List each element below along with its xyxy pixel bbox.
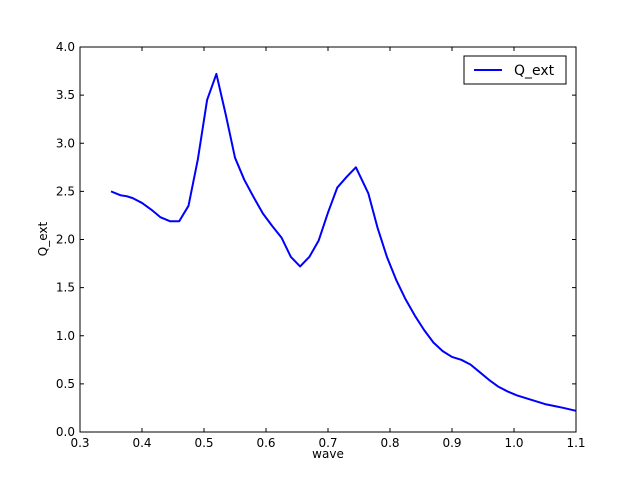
x-tick-label: 0.4 bbox=[132, 436, 151, 450]
series-line-0 bbox=[110, 72, 577, 412]
x-axis-label: wave bbox=[312, 447, 344, 461]
x-tick-label: 0.9 bbox=[442, 436, 461, 450]
y-tick-label: 3.0 bbox=[56, 136, 75, 150]
y-tick-label: 2.5 bbox=[56, 184, 75, 198]
y-axis-label: Q_ext bbox=[36, 222, 50, 257]
legend-entry-label: Q_ext bbox=[514, 63, 555, 79]
legend: Q_ext bbox=[463, 55, 567, 85]
y-tick-label: 2.0 bbox=[56, 233, 75, 247]
plot-frame bbox=[79, 46, 577, 433]
y-tick-label: 0.0 bbox=[56, 425, 75, 439]
y-tick-label: 1.0 bbox=[56, 329, 75, 343]
y-tick-label: 3.5 bbox=[56, 88, 75, 102]
plot-area bbox=[110, 72, 577, 412]
x-tick-label: 0.8 bbox=[380, 436, 399, 450]
x-tick-label: 0.7 bbox=[318, 436, 337, 450]
y-tick-label: 0.5 bbox=[56, 377, 75, 391]
x-tick-label: 0.6 bbox=[256, 436, 275, 450]
y-tick-label: 1.5 bbox=[56, 281, 75, 295]
y-tick-label: 4.0 bbox=[56, 40, 75, 54]
axes: 0.3 0.4 0.5 0.6 0.7 0.8 0.9 1.0 1.1 0.0 0.5 1.0 1.5 2… bbox=[56, 40, 586, 450]
x-tick-label: 1.0 bbox=[504, 436, 523, 450]
x-tick-label: 0.5 bbox=[194, 436, 213, 450]
x-tick-label: 1.1 bbox=[566, 436, 585, 450]
x-tick-label: 0.3 bbox=[70, 436, 89, 450]
